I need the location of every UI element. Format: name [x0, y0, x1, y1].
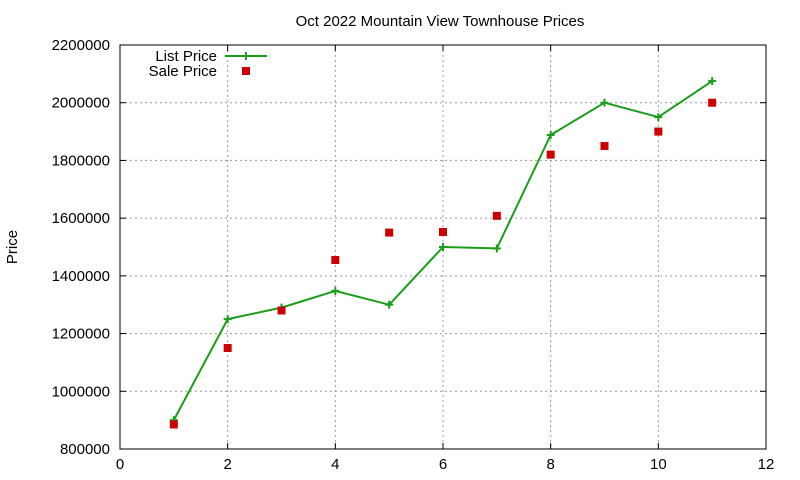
y-tick-label: 800000 — [60, 441, 110, 458]
y-tick-label: 1200000 — [52, 326, 110, 343]
list-price-point — [492, 244, 501, 253]
legend-label-list-price: List Price — [155, 48, 217, 65]
list-price-point — [223, 315, 232, 324]
x-tick-label: 6 — [439, 456, 447, 473]
x-tick-label: 10 — [650, 456, 667, 473]
y-tick-label: 1800000 — [52, 152, 110, 169]
x-axis: 0 2 4 6 8 10 12 — [116, 45, 775, 473]
sale-price-point — [492, 211, 501, 220]
sale-price-point — [439, 227, 447, 236]
y-tick-label: 1000000 — [52, 383, 110, 400]
x-tick-label: 2 — [223, 456, 231, 473]
series-layer — [169, 77, 717, 429]
legend-label-sale-price: Sale Price — [149, 63, 217, 80]
legend: List Price Sale Price — [149, 48, 267, 80]
x-tick-label: 0 — [116, 456, 124, 473]
list-price-point — [439, 243, 447, 251]
sale-price-point — [654, 127, 663, 136]
list-price-point — [654, 113, 663, 122]
sale-price-point — [385, 228, 394, 237]
list-price-point — [708, 77, 717, 86]
legend-swatch-list-price — [225, 52, 267, 60]
sale-price-point — [223, 344, 232, 352]
list-price-point — [546, 131, 555, 140]
list-price-point — [600, 98, 609, 107]
x-tick-label: 12 — [758, 456, 775, 473]
sale-price-point — [600, 142, 609, 150]
list-price-point — [331, 286, 340, 295]
y-axis-label: Price — [4, 230, 21, 264]
legend-swatch-sale-price — [242, 67, 250, 75]
y-tick-label: 1400000 — [52, 268, 110, 285]
y-tick-label: 2200000 — [52, 37, 110, 54]
sale-price-point — [331, 255, 340, 264]
chart-title: Oct 2022 Mountain View Townhouse Prices — [296, 13, 585, 30]
list-price-point — [385, 300, 394, 309]
y-axis: 800000 1000000 1200000 1400000 1600000 180000… — [52, 37, 766, 458]
sale-price-point — [169, 420, 178, 429]
sale-price-point — [277, 306, 286, 315]
x-tick-label: 4 — [331, 456, 339, 473]
sale-price-point — [708, 98, 717, 107]
y-tick-label: 1600000 — [52, 210, 110, 227]
sale-price-point — [546, 150, 555, 159]
y-tick-label: 2000000 — [52, 95, 110, 112]
x-tick-label: 8 — [546, 456, 554, 473]
